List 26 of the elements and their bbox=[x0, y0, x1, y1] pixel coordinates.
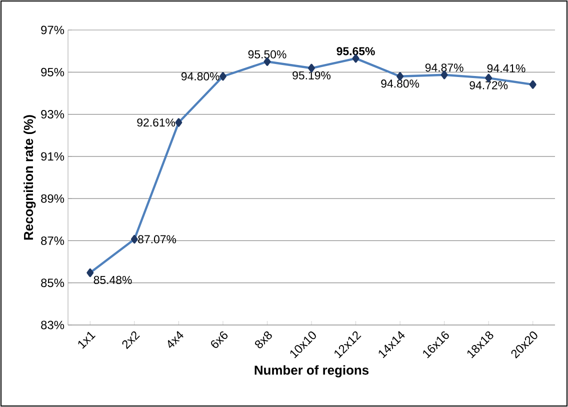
data-label: 95.50% bbox=[248, 50, 286, 58]
y-tick-label: 93% bbox=[41, 110, 64, 119]
y-axis-title: Recognition rate (%) bbox=[24, 115, 36, 240]
x-tick-label: 2x2 bbox=[122, 331, 140, 350]
y-tick-label: 85% bbox=[41, 278, 64, 288]
x-tick-label: 1x1 bbox=[78, 332, 96, 349]
x-tick-label: 6x6 bbox=[211, 331, 228, 348]
data-label: 94.72% bbox=[470, 81, 508, 90]
data-label: 94.41% bbox=[487, 64, 526, 72]
x-axis-title: Number of regions bbox=[254, 365, 369, 378]
data-label: 95.19% bbox=[292, 71, 331, 80]
data-label: 94.87% bbox=[425, 64, 464, 72]
y-tick-label: 87% bbox=[41, 236, 64, 245]
y-tick-label: 97% bbox=[41, 26, 64, 34]
data-label: 87.07% bbox=[138, 235, 176, 244]
y-tick-label: 83% bbox=[41, 320, 64, 330]
data-label: 95.65% bbox=[336, 47, 375, 56]
x-tick-label: 8x8 bbox=[255, 331, 272, 348]
y-tick-label: 89% bbox=[41, 194, 64, 203]
x-tick-label: 4x4 bbox=[168, 331, 184, 348]
y-tick-label: 91% bbox=[41, 152, 64, 161]
data-label: 94.80% bbox=[381, 80, 420, 88]
y-tick-label: 95% bbox=[41, 68, 64, 76]
data-label: 92.61% bbox=[137, 118, 176, 127]
data-label: 85.48% bbox=[94, 276, 132, 284]
data-label: 94.80% bbox=[181, 72, 220, 80]
